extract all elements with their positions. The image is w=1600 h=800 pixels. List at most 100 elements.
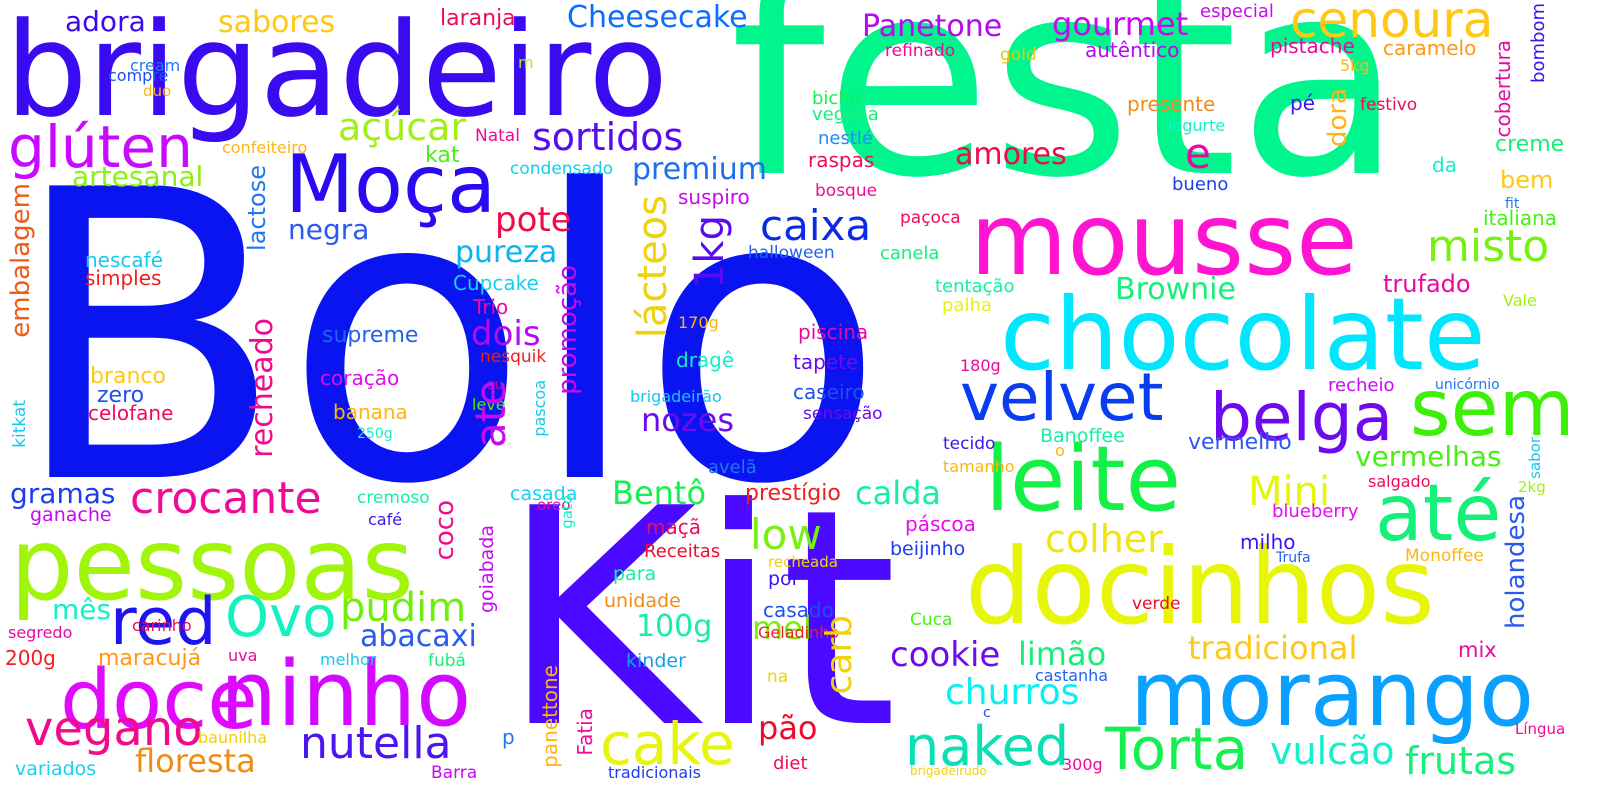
word-festivo: festivo — [1360, 95, 1418, 115]
word-c: c — [983, 705, 991, 721]
word-barra: Barra — [431, 763, 478, 783]
word-coco: coco — [430, 500, 460, 561]
word-pascoa: páscoa — [905, 512, 976, 536]
word-holandesa: holandesa — [1501, 495, 1531, 629]
word-pistache: pistache — [1270, 34, 1355, 58]
word-moca: Moça — [285, 138, 496, 231]
word-recheada: recheada — [768, 553, 838, 571]
word-vermelhas: vermelhas — [1355, 440, 1502, 473]
word-low: low — [750, 510, 822, 559]
word-pureza: pureza — [455, 235, 558, 270]
word-mini: Mini — [1248, 469, 1331, 515]
word-blueberry: blueberry — [1272, 501, 1359, 522]
word-o: o — [1055, 441, 1065, 460]
word-doce: doce — [60, 653, 258, 748]
word-ovo: Ovo — [225, 585, 337, 650]
word-nesquik: nesquik — [480, 347, 547, 367]
word-colher: colher — [1045, 517, 1163, 561]
word-coracao: coração — [320, 366, 400, 390]
word-floresta: floresta — [135, 742, 256, 780]
word-compre: compre — [108, 66, 169, 85]
word-docinhos: docinhos — [965, 526, 1435, 648]
word-geladinho: Geladinho — [758, 623, 840, 642]
word-abacaxi: abacaxi — [360, 619, 477, 654]
word-por: por — [768, 568, 800, 590]
word-promocao: promoção — [553, 265, 583, 395]
word-amores: amores — [955, 137, 1067, 172]
word-beijinho: beijinho — [890, 538, 966, 560]
word-200g: 200g — [5, 646, 56, 670]
word-nescafe: nescafé — [85, 248, 163, 272]
word-tapete: tapete — [793, 350, 859, 374]
word-brownie: Brownie — [1115, 272, 1236, 307]
word-mel: mel — [752, 609, 812, 647]
word-autentico: autêntico — [1085, 38, 1180, 62]
word-avela: avelã — [708, 457, 757, 478]
word-misto: misto — [1427, 221, 1550, 272]
word-casado: casado — [763, 598, 834, 622]
word-limao: limão — [1018, 635, 1107, 673]
word-dora: dora — [1323, 88, 1353, 148]
word-crocante: crocante — [130, 473, 322, 524]
word-fatia: Fatia — [573, 708, 597, 756]
word-refinado: refinado — [885, 41, 956, 61]
word-sensacao: sensação — [803, 404, 883, 424]
word-mes: mês — [52, 593, 112, 626]
word-pao: pão — [758, 709, 818, 747]
word-trufa: Trufa — [1276, 550, 1311, 566]
word-receitas: Receitas — [644, 541, 721, 562]
word-carb: carb — [819, 615, 860, 695]
word-para: para — [613, 563, 657, 585]
word-cheesecake: Cheesecake — [567, 0, 748, 35]
word-panetone: Panetone — [862, 9, 1003, 44]
word-bento: Bentô — [612, 474, 707, 512]
word-kitkat: kitkat — [10, 400, 30, 448]
word-pessoas: pessoas — [10, 506, 414, 623]
word-banoffee: Banoffee — [1040, 425, 1125, 447]
word-caseiro: caseiro — [793, 380, 865, 404]
word-kinder: kinder — [626, 650, 686, 672]
word-tecido: tecido — [943, 434, 996, 454]
word-presente: presente — [1127, 92, 1216, 116]
word-canela: canela — [880, 243, 940, 264]
word-laranja: laranja — [440, 6, 516, 31]
word-vermelho: vermelho — [1188, 430, 1292, 455]
word-cenoura: cenoura — [1290, 0, 1494, 49]
word-adora: adora — [65, 5, 146, 38]
word-sabor: sabor — [1526, 437, 1544, 479]
word-maracuja: maracujá — [98, 646, 202, 671]
word-negra: negra — [288, 213, 370, 246]
word-dois: dois — [471, 314, 541, 354]
word-sem: sem — [1410, 364, 1575, 454]
word-diet: diet — [773, 753, 808, 774]
word-bombom: bombom — [1528, 3, 1549, 83]
word-e: e — [1185, 129, 1211, 178]
word-kat: kat — [425, 143, 460, 168]
word-celofane: celofane — [88, 401, 174, 425]
word-trio: Trio — [473, 295, 509, 319]
word-baunilha: baunilha — [198, 728, 268, 747]
word-creme: creme — [1495, 132, 1565, 157]
word-halloween: halloween — [748, 243, 835, 263]
word-palha: palha — [942, 295, 992, 316]
word-italiana: italiana — [1483, 206, 1557, 230]
word-cafe: café — [368, 510, 403, 529]
word-cupcake: Cupcake — [453, 271, 539, 295]
word-artesanal: artesanal — [72, 160, 204, 193]
word-segredo: segredo — [8, 623, 73, 642]
word-casada: casada — [510, 483, 578, 505]
word-nestle: nestlé — [818, 128, 873, 149]
word-chocolate: chocolate — [1000, 276, 1486, 393]
word-belga: belga — [1210, 379, 1394, 456]
word-tamanho: tamanho — [943, 457, 1015, 476]
word-bicho: bicho — [812, 88, 861, 109]
word-recheado: recheado — [245, 318, 280, 458]
word-churros: churros — [945, 672, 1080, 713]
word-brigadeirao: brigadeirão — [630, 387, 722, 406]
word-lactose: lactose — [243, 165, 271, 251]
word-unidade: unidade — [604, 590, 681, 612]
word-ate: até — [1375, 469, 1502, 559]
word-pe: pé — [1290, 91, 1315, 115]
word-red: red — [110, 585, 217, 660]
word-vegana: vegana — [812, 104, 879, 125]
